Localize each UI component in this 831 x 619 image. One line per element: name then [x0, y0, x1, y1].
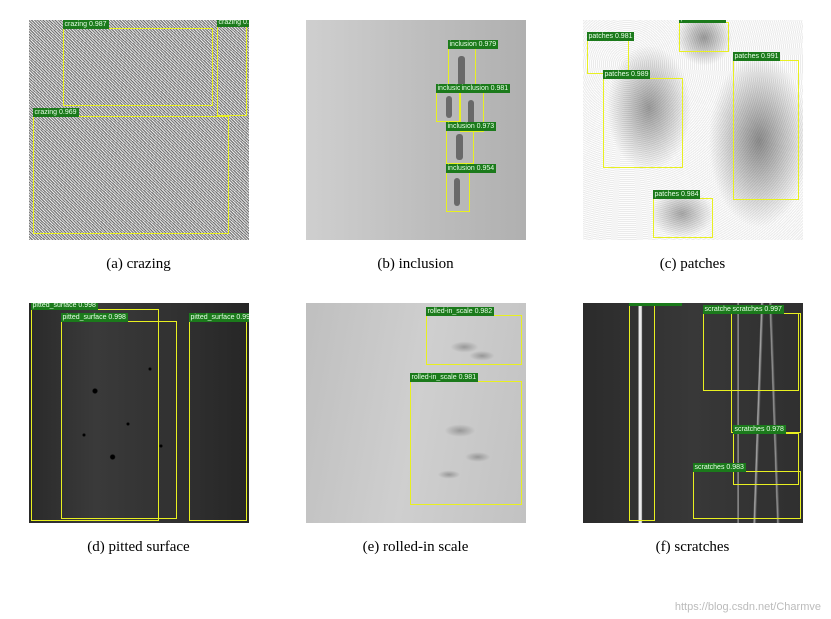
detection-label: patches 0.981 [587, 32, 635, 41]
caption-patches: (c) patches [660, 256, 725, 273]
caption-inclusion: (b) inclusion [377, 256, 453, 273]
detection-label: crazing 0.969 [33, 108, 79, 117]
detection-box: scratches 0.995 [629, 305, 655, 521]
detection-label: scratches 0.995 [629, 303, 682, 306]
defect-image-scratches: scratches 0.995scratches 0.998scratches … [583, 303, 803, 523]
panel-patches: patches 0.981patches 0.986patches 0.989p… [574, 20, 811, 273]
detection-box: crazing 0.987 [63, 28, 213, 106]
detection-label: patches 0.986 [679, 20, 727, 23]
caption-rolled: (e) rolled-in scale [363, 539, 469, 556]
detection-box: inclusion 0.954 [446, 172, 470, 212]
detection-label: scratches 0.997 [731, 305, 784, 314]
detection-label: patches 0.984 [653, 190, 701, 199]
detection-label: pitted_surface 0.996 [189, 313, 249, 322]
detection-box: pitted_surface 0.998 [61, 321, 177, 519]
defect-image-patches: patches 0.981patches 0.986patches 0.989p… [583, 20, 803, 240]
defect-image-inclusion: inclusion 0.979inclusion 0.976inclusion … [306, 20, 526, 240]
panel-scratches: scratches 0.995scratches 0.998scratches … [574, 303, 811, 556]
detection-box: inclusion 0.973 [446, 130, 474, 164]
caption-pitted: (d) pitted surface [87, 539, 189, 556]
detection-box: pitted_surface 0.996 [189, 321, 247, 521]
detection-label: patches 0.991 [733, 52, 781, 61]
detection-box: patches 0.989 [603, 78, 683, 168]
detection-label: inclusion 0.954 [446, 164, 497, 173]
detection-box: crazing 0.954 [217, 26, 247, 116]
detection-label: inclusion 0.981 [460, 84, 511, 93]
detection-box: patches 0.991 [733, 60, 799, 200]
detection-box: scratches 0.997 [731, 313, 801, 433]
defect-image-rolled: rolled-in_scale 0.982rolled-in_scale 0.9… [306, 303, 526, 523]
detection-label: rolled-in_scale 0.982 [426, 307, 495, 316]
detection-box: patches 0.986 [679, 22, 729, 52]
detection-box: patches 0.984 [653, 198, 713, 238]
defect-image-pitted: pitted_surface 0.998pitted_surface 0.998… [29, 303, 249, 523]
detection-box: inclusion 0.976 [436, 92, 460, 122]
detection-label: crazing 0.987 [63, 20, 109, 29]
detection-box: crazing 0.969 [33, 116, 229, 234]
panel-pitted: pitted_surface 0.998pitted_surface 0.998… [20, 303, 257, 556]
detection-label: scratches 0.983 [693, 463, 746, 472]
caption-scratches: (f) scratches [656, 539, 730, 556]
panel-inclusion: inclusion 0.979inclusion 0.976inclusion … [297, 20, 534, 273]
detection-label: pitted_surface 0.998 [61, 313, 128, 322]
detection-box: rolled-in_scale 0.982 [426, 315, 522, 365]
figure-grid: crazing 0.987crazing 0.954crazing 0.969(… [20, 20, 811, 556]
panel-rolled: rolled-in_scale 0.982rolled-in_scale 0.9… [297, 303, 534, 556]
defect-image-crazing: crazing 0.987crazing 0.954crazing 0.969 [29, 20, 249, 240]
detection-label: patches 0.989 [603, 70, 651, 79]
detection-label: pitted_surface 0.998 [31, 303, 98, 310]
panel-crazing: crazing 0.987crazing 0.954crazing 0.969(… [20, 20, 257, 273]
watermark: https://blog.csdn.net/Charmve [675, 601, 821, 613]
caption-crazing: (a) crazing [106, 256, 171, 273]
detection-box: rolled-in_scale 0.981 [410, 381, 522, 505]
detection-box: patches 0.981 [587, 40, 629, 74]
detection-label: crazing 0.954 [217, 20, 249, 27]
detection-label: scratches 0.978 [733, 425, 786, 434]
detection-label: inclusion 0.979 [448, 40, 499, 49]
detection-label: inclusion 0.973 [446, 122, 497, 131]
detection-box: scratches 0.983 [693, 471, 801, 519]
detection-label: rolled-in_scale 0.981 [410, 373, 479, 382]
